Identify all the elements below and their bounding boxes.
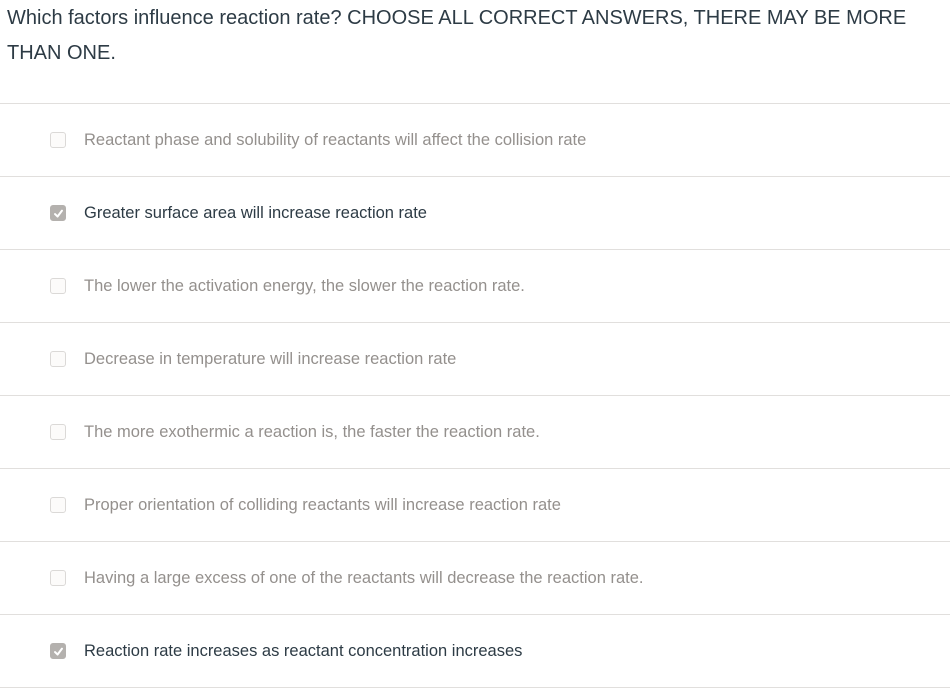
answer-option[interactable]: Having a large excess of one of the reac… — [0, 542, 950, 615]
question-text: Which factors influence reaction rate? C… — [0, 0, 950, 104]
checkbox[interactable] — [50, 570, 66, 586]
answer-option-label: Greater surface area will increase react… — [84, 204, 427, 222]
answer-option-label: Decrease in temperature will increase re… — [84, 350, 457, 368]
checkbox[interactable] — [50, 497, 66, 513]
answer-option-label: Having a large excess of one of the reac… — [84, 569, 644, 587]
answer-option[interactable]: Greater surface area will increase react… — [0, 177, 950, 250]
checkbox[interactable] — [50, 643, 66, 659]
answer-option[interactable]: Reaction rate increases as reactant conc… — [0, 615, 950, 688]
checkbox[interactable] — [50, 351, 66, 367]
answer-option-label: Reactant phase and solubility of reactan… — [84, 131, 587, 149]
answer-option[interactable]: Proper orientation of colliding reactant… — [0, 469, 950, 542]
answer-option[interactable]: Decrease in temperature will increase re… — [0, 323, 950, 396]
checkbox[interactable] — [50, 132, 66, 148]
checkmark-icon — [53, 647, 63, 656]
answer-option-label: Reaction rate increases as reactant conc… — [84, 642, 523, 660]
checkbox[interactable] — [50, 278, 66, 294]
checkbox[interactable] — [50, 205, 66, 221]
answer-option[interactable]: The lower the activation energy, the slo… — [0, 250, 950, 323]
answer-options: Reactant phase and solubility of reactan… — [0, 104, 950, 688]
answer-option[interactable]: The more exothermic a reaction is, the f… — [0, 396, 950, 469]
answer-option-label: The more exothermic a reaction is, the f… — [84, 423, 540, 441]
answer-option[interactable]: Reactant phase and solubility of reactan… — [0, 104, 950, 177]
answer-option-label: Proper orientation of colliding reactant… — [84, 496, 561, 514]
checkmark-icon — [53, 209, 63, 218]
answer-option-label: The lower the activation energy, the slo… — [84, 277, 525, 295]
checkbox[interactable] — [50, 424, 66, 440]
